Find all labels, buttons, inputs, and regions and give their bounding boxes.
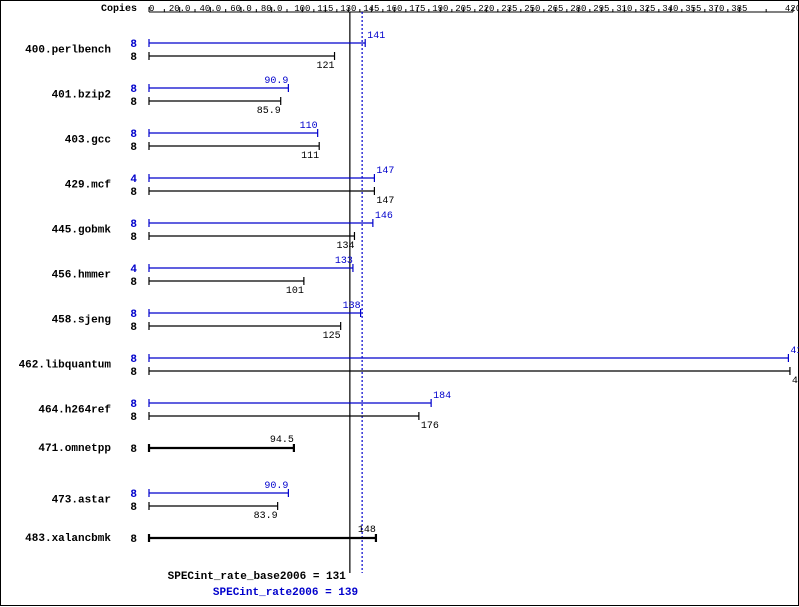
bar-value-label-base: 147 bbox=[376, 196, 394, 207]
bar-value-label-base: 83.9 bbox=[254, 511, 278, 522]
copies-value-base: 8 bbox=[130, 322, 137, 334]
x-tick-label: 145 bbox=[363, 4, 379, 14]
x-tick-label: 355 bbox=[685, 4, 701, 14]
copies-value-base: 8 bbox=[130, 52, 137, 64]
benchmark-name: 462.libquantum bbox=[19, 360, 112, 372]
copies-value-peak: 8 bbox=[130, 399, 137, 411]
x-tick-label: 310 bbox=[616, 4, 632, 14]
copies-value-peak: 8 bbox=[130, 84, 137, 96]
bar-value-label-base: 176 bbox=[421, 421, 439, 432]
x-tick-label: 370 bbox=[708, 4, 724, 14]
bar-value-label-peak: 146 bbox=[375, 211, 393, 222]
copies-value-peak: 8 bbox=[130, 39, 137, 51]
benchmark-name: 456.hmmer bbox=[52, 270, 111, 282]
bar-value-label-peak: 90.9 bbox=[264, 481, 288, 492]
copies-value: 8 bbox=[130, 534, 137, 546]
bar-value-label: 148 bbox=[358, 525, 376, 536]
copies-value: 8 bbox=[130, 444, 137, 456]
benchmark-name: 483.xalancbmk bbox=[25, 533, 111, 545]
copies-value-base: 8 bbox=[130, 187, 137, 199]
bar-value-label-base: 111 bbox=[301, 151, 319, 162]
copies-value-base: 8 bbox=[130, 232, 137, 244]
benchmark-name: 471.omnetpp bbox=[38, 443, 111, 455]
bar-value-label-peak: 417 bbox=[790, 346, 799, 357]
copies-value-base: 8 bbox=[130, 97, 137, 109]
benchmark-name: 464.h264ref bbox=[38, 405, 111, 417]
reference-label: SPECint_rate2006 = 139 bbox=[213, 587, 358, 599]
x-tick-label: 190 bbox=[432, 4, 448, 14]
copies-value-base: 8 bbox=[130, 142, 137, 154]
x-tick-label: 205 bbox=[455, 4, 471, 14]
x-tick-label: 325 bbox=[639, 4, 655, 14]
bar-value-label-base: 101 bbox=[286, 286, 304, 297]
copies-value-peak: 8 bbox=[130, 489, 137, 501]
copies-value-base: 8 bbox=[130, 502, 137, 514]
x-tick-label: 115 bbox=[317, 4, 333, 14]
x-tick-label: 80.0 bbox=[261, 4, 283, 14]
copies-value-peak: 4 bbox=[130, 174, 137, 186]
benchmark-name: 429.mcf bbox=[65, 180, 112, 192]
benchmark-chart: 0 20.0 40.0 60.0 80.0 100 115 130 145 160 175 190 20… bbox=[1, 1, 799, 607]
bar-value-label-base: 418 bbox=[792, 376, 799, 387]
copies-value-peak: 8 bbox=[130, 219, 137, 231]
x-tick-label: 175 bbox=[409, 4, 425, 14]
bar-value-label-base: 134 bbox=[336, 241, 354, 252]
copies-value-peak: 8 bbox=[130, 354, 137, 366]
benchmark-name: 445.gobmk bbox=[52, 225, 112, 237]
benchmark-name: 401.bzip2 bbox=[52, 90, 111, 102]
x-tick-label: 420 bbox=[785, 4, 799, 14]
bar-value-label-peak: 110 bbox=[300, 121, 318, 132]
x-tick-label: 100 bbox=[294, 4, 310, 14]
x-tick-label: 280 bbox=[570, 4, 586, 14]
copies-value-peak: 4 bbox=[130, 264, 137, 276]
x-tick-label: 220 bbox=[478, 4, 494, 14]
x-tick-label: 160 bbox=[386, 4, 402, 14]
x-tick-label: 250 bbox=[524, 4, 540, 14]
bar-value-label-base: 125 bbox=[323, 331, 341, 342]
bar-value-label-peak: 184 bbox=[433, 391, 451, 402]
bar-value-label-peak: 133 bbox=[335, 256, 353, 267]
bar-value-label-peak: 90.9 bbox=[264, 76, 288, 87]
copies-value-base: 8 bbox=[130, 367, 137, 379]
x-tick-label: 0 bbox=[149, 4, 154, 14]
benchmark-name: 473.astar bbox=[52, 495, 111, 507]
copies-value-base: 8 bbox=[130, 277, 137, 289]
x-tick-label: 265 bbox=[547, 4, 563, 14]
chart-container: 0 20.0 40.0 60.0 80.0 100 115 130 145 160 175 190 20… bbox=[0, 0, 799, 606]
x-tick-label: 235 bbox=[501, 4, 517, 14]
bar-value-label-peak: 147 bbox=[376, 166, 394, 177]
benchmark-name: 403.gcc bbox=[65, 135, 111, 147]
bar-value-label-base: 85.9 bbox=[257, 106, 281, 117]
bar-value-label: 94.5 bbox=[270, 435, 294, 446]
x-tick-label: 60.0 bbox=[230, 4, 252, 14]
x-tick-label: 130 bbox=[340, 4, 356, 14]
reference-label: SPECint_rate_base2006 = 131 bbox=[168, 571, 347, 583]
bar-value-label-peak: 138 bbox=[343, 301, 361, 312]
copies-value-peak: 8 bbox=[130, 309, 137, 321]
x-tick-label: 340 bbox=[662, 4, 678, 14]
x-tick-label: 385 bbox=[731, 4, 747, 14]
x-tick-label: 20.0 bbox=[169, 4, 191, 14]
x-tick-label: 40.0 bbox=[200, 4, 222, 14]
benchmark-name: 400.perlbench bbox=[25, 45, 111, 57]
benchmark-name: 458.sjeng bbox=[52, 315, 111, 327]
copies-value-peak: 8 bbox=[130, 129, 137, 141]
copies-header: Copies bbox=[101, 3, 137, 15]
x-tick-label: 295 bbox=[593, 4, 609, 14]
copies-value-base: 8 bbox=[130, 412, 137, 424]
bar-value-label-base: 121 bbox=[317, 61, 335, 72]
bar-value-label-peak: 141 bbox=[367, 31, 385, 42]
